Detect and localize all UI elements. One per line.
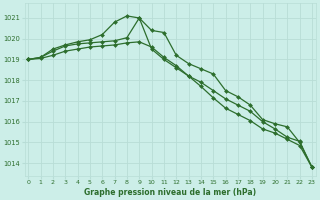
X-axis label: Graphe pression niveau de la mer (hPa): Graphe pression niveau de la mer (hPa) — [84, 188, 256, 197]
